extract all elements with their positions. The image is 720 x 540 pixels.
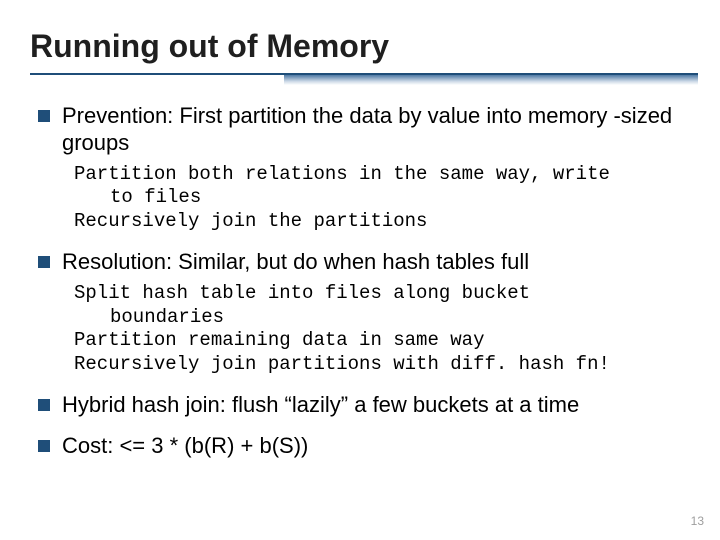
bullet-text: Resolution: Similar, but do when hash ta… xyxy=(62,249,529,274)
bullet-text: Hybrid hash join: flush “lazily” a few b… xyxy=(62,392,579,417)
mono-line: Recursively join partitions with diff. h… xyxy=(74,353,690,377)
bullet-hybrid: Hybrid hash join: flush “lazily” a few b… xyxy=(34,392,690,419)
title-divider xyxy=(30,73,690,75)
bullet-resolution: Resolution: Similar, but do when hash ta… xyxy=(34,249,690,276)
page-number: 13 xyxy=(691,514,704,528)
bullet-cost: Cost: <= 3 * (b(R) + b(S)) xyxy=(34,433,690,460)
divider-gradient xyxy=(284,75,698,85)
mono-line: boundaries xyxy=(74,306,690,330)
bullet-text: Cost: <= 3 * (b(R) + b(S)) xyxy=(62,433,308,458)
mono-block-prevention: Partition both relations in the same way… xyxy=(74,163,690,234)
mono-line: Recursively join the partitions xyxy=(74,210,690,234)
slide-title: Running out of Memory xyxy=(30,28,690,65)
mono-line: to files xyxy=(74,186,690,210)
mono-line: Split hash table into files along bucket xyxy=(74,282,690,306)
mono-line: Partition both relations in the same way… xyxy=(74,163,690,187)
mono-line: Partition remaining data in same way xyxy=(74,329,690,353)
bullet-prevention: Prevention: First partition the data by … xyxy=(34,103,690,157)
bullet-text: Prevention: First partition the data by … xyxy=(62,103,672,155)
slide: Running out of Memory Prevention: First … xyxy=(0,0,720,540)
bullet-list: Prevention: First partition the data by … xyxy=(34,103,690,460)
mono-block-resolution: Split hash table into files along bucket… xyxy=(74,282,690,376)
